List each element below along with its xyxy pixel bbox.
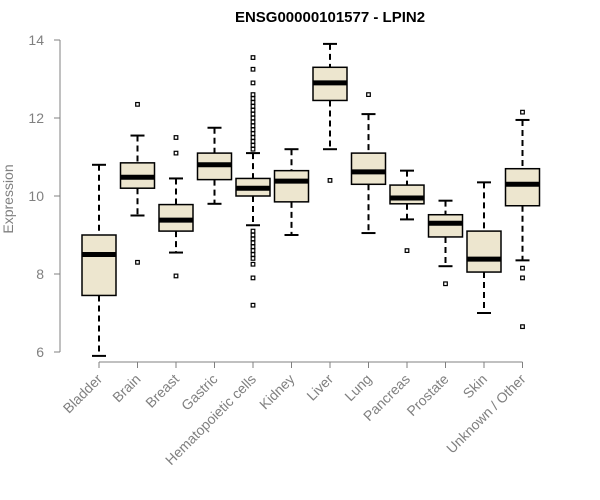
y-tick-label: 12: [28, 110, 44, 126]
box-lung: [350, 92, 387, 235]
outlier-point: [520, 109, 525, 115]
outlier-point: [250, 55, 256, 60]
y-tick-label: 8: [36, 266, 44, 282]
outlier-point: [173, 273, 179, 279]
outlier-point: [366, 92, 371, 98]
outlier-point: [250, 135, 256, 140]
y-tick-label: 10: [28, 188, 44, 204]
box-brain: [119, 101, 156, 265]
chart-title: ENSG00000101577 - LPIN2: [235, 9, 425, 26]
outlier-point: [250, 92, 256, 98]
outlier-point: [250, 248, 256, 254]
outlier-point: [250, 119, 256, 125]
x-tick-label: Skin: [460, 371, 491, 402]
outlier-point: [250, 115, 256, 121]
y-axis: 6 8 10 12 14: [28, 32, 61, 360]
outlier-point: [250, 103, 256, 109]
outlier-point: [250, 244, 256, 250]
outlier-point: [404, 248, 410, 254]
outlier-point: [250, 107, 256, 113]
box-skin: [466, 181, 502, 314]
outlier-point: [135, 101, 140, 107]
outlier-point: [250, 131, 256, 137]
outlier-point: [250, 261, 256, 267]
iqr-box: [389, 184, 425, 205]
outlier-point: [250, 252, 256, 257]
outlier-point: [327, 178, 333, 183]
outlier-point: [250, 146, 256, 152]
iqr-box: [350, 152, 387, 186]
box-liver: [312, 42, 348, 183]
iqr-box: [466, 230, 502, 273]
boxes-layer: [81, 42, 541, 357]
x-tick-label: Bladder: [60, 371, 106, 417]
outlier-point: [250, 228, 256, 234]
box-prostate: [427, 199, 464, 287]
box-pancreas: [389, 169, 425, 254]
outlier-point: [250, 123, 256, 129]
outlier-point: [250, 236, 256, 242]
outlier-point: [173, 150, 179, 156]
outlier-point: [250, 240, 256, 246]
outlier-point: [250, 275, 256, 281]
x-tick-label: Breast: [142, 371, 182, 411]
outlier-point: [520, 275, 525, 281]
iqr-box: [81, 234, 117, 297]
y-tick-label: 6: [36, 344, 44, 360]
box-hematopoietic-cells: [235, 55, 271, 308]
x-tick-label: Brain: [109, 371, 143, 405]
outlier-point: [173, 135, 179, 140]
y-tick-label: 14: [28, 32, 44, 48]
outlier-point: [250, 142, 256, 148]
outlier-point: [250, 96, 256, 101]
outlier-point: [520, 265, 525, 271]
iqr-box: [273, 169, 310, 203]
outlier-point: [443, 281, 448, 287]
y-axis-label: Expression: [0, 164, 16, 233]
box-unknown-other: [504, 109, 541, 330]
outlier-point: [250, 111, 256, 117]
outlier-point: [520, 324, 525, 330]
x-tick-label: Prostate: [403, 371, 451, 419]
iqr-box: [427, 213, 464, 238]
iqr-box: [504, 167, 541, 207]
box-bladder: [81, 163, 117, 357]
box-gastric: [196, 126, 233, 205]
outlier-point: [250, 66, 256, 72]
outlier-point: [250, 80, 256, 86]
box-kidney: [273, 148, 310, 236]
outlier-point: [250, 99, 256, 105]
outlier-point: [250, 256, 256, 261]
outlier-point: [250, 139, 256, 144]
outlier-point: [250, 127, 256, 133]
x-tick-label: Lung: [341, 371, 374, 404]
box-breast: [158, 135, 194, 279]
outlier-point: [250, 232, 256, 238]
x-tick-label: Liver: [303, 371, 336, 404]
x-tick-label: Kidney: [256, 371, 298, 413]
outlier-point: [250, 302, 256, 308]
outlier-point: [135, 259, 140, 265]
